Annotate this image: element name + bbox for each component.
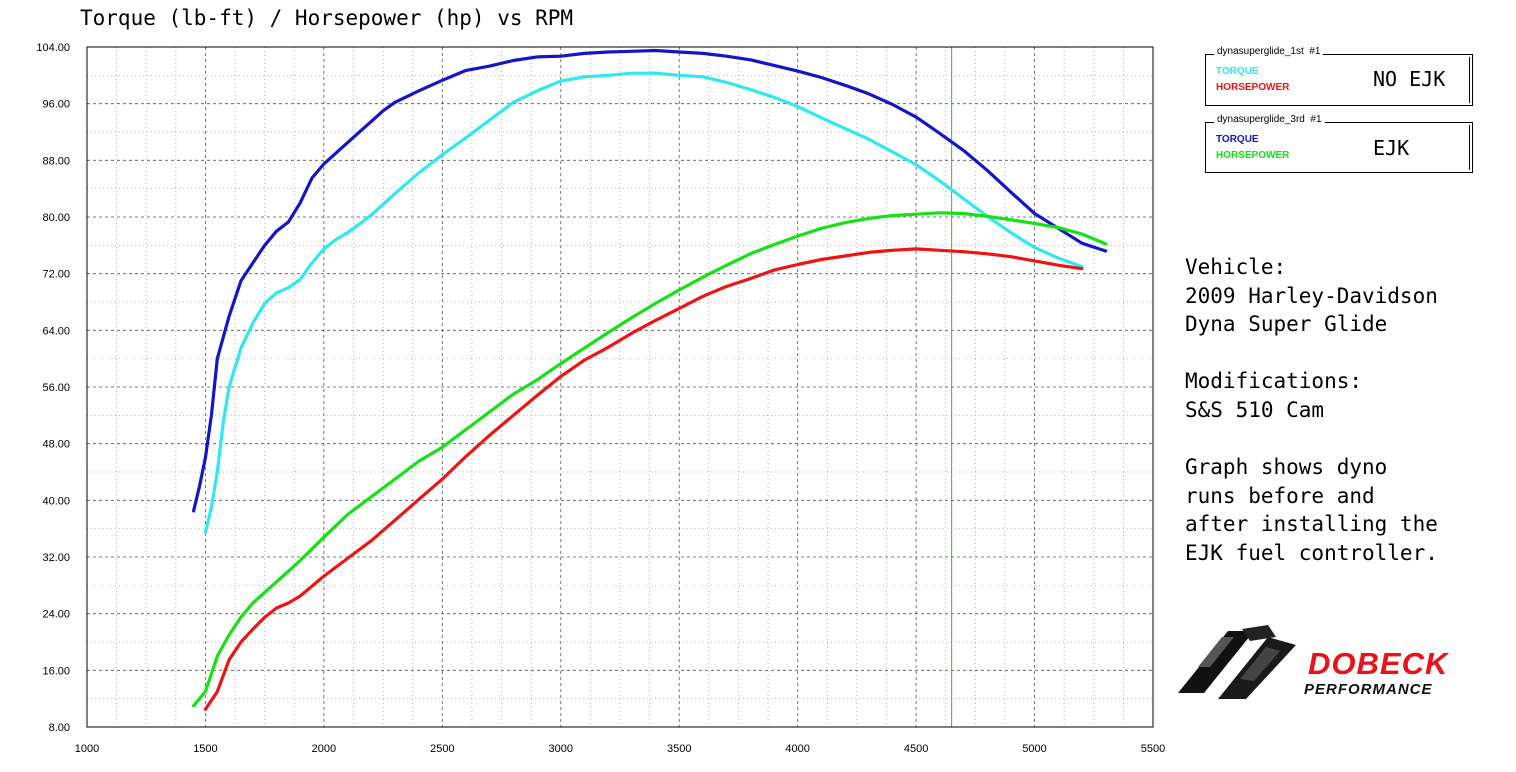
y-tick-label: 8.00 <box>49 722 70 734</box>
description-line: EJK fuel controller. <box>1185 540 1438 565</box>
y-tick-label: 48.00 <box>42 439 70 451</box>
series-lines <box>192 48 1108 711</box>
dynasuperglide-3rd-horsepower-line <box>192 211 1108 708</box>
dynasuperglide-3rd-torque-line <box>192 48 1108 513</box>
legend-run-after: dynasuperglide_3rd #1 TORQUE HORSEPOWER … <box>1205 114 1473 173</box>
legend-run-before: dynasuperglide_1st #1 TORQUE HORSEPOWER … <box>1205 46 1473 106</box>
logo-word-secondary: PERFORMANCE <box>1304 681 1433 698</box>
y-tick-label: 24.00 <box>42 609 70 621</box>
legend-item-torque: TORQUE <box>1216 66 1259 77</box>
x-tick-label: 1500 <box>193 743 217 755</box>
legend-divider <box>1469 125 1470 170</box>
vehicle-notes: Vehicle: 2009 Harley-Davidson Dyna Super… <box>1185 253 1438 568</box>
grid <box>87 47 1153 727</box>
legend-divider <box>1469 57 1470 103</box>
legend-tag: EJK <box>1373 136 1410 160</box>
x-tick-labels: 1000 1500 2000 2500 3000 3500 4000 4500 5000 5500 <box>75 743 1165 755</box>
vehicle-line: Dyna Super Glide <box>1185 312 1388 337</box>
y-tick-label: 96.00 <box>42 99 70 111</box>
legend-caption: dynasuperglide_1st #1 <box>1214 46 1324 57</box>
description-line: after installing the <box>1185 512 1438 537</box>
x-tick-label: 2000 <box>312 743 336 755</box>
dobeck-performance-logo: DOBECK PERFORMANCE <box>1178 625 1450 699</box>
x-tick-label: 2500 <box>430 743 454 755</box>
y-tick-label: 32.00 <box>42 552 70 564</box>
description-line: Graph shows dyno <box>1185 455 1388 480</box>
x-tick-label: 4000 <box>785 743 809 755</box>
dynasuperglide-1st-horsepower-line <box>203 247 1084 711</box>
description-line: runs before and <box>1185 483 1375 508</box>
y-tick-label: 64.00 <box>42 325 70 337</box>
legend-item-horsepower: HORSEPOWER <box>1216 150 1290 161</box>
modification-item: S&S 510 Cam <box>1185 397 1325 422</box>
x-tick-label: 3000 <box>549 743 573 755</box>
y-tick-label: 72.00 <box>42 269 70 281</box>
dynasuperglide-1st-torque-line <box>203 71 1084 534</box>
legend-item-torque: TORQUE <box>1216 134 1259 145</box>
y-tick-label: 88.00 <box>42 155 70 167</box>
modifications-label: Modifications: <box>1185 369 1363 394</box>
dp-mark-icon <box>1178 625 1296 699</box>
y-tick-label: 56.00 <box>42 382 70 394</box>
legend-item-horsepower: HORSEPOWER <box>1216 82 1290 93</box>
logo-word-primary: DOBECK <box>1308 646 1450 681</box>
x-tick-label: 5500 <box>1141 743 1165 755</box>
vehicle-label: Vehicle: <box>1185 255 1287 279</box>
y-tick-label: 16.00 <box>42 665 70 677</box>
plot-frame <box>86 46 1154 728</box>
x-tick-label: 5000 <box>1022 743 1046 755</box>
y-tick-label: 104.00 <box>36 42 70 54</box>
chart-title: Torque (lb-ft) / Horsepower (hp) vs RPM <box>80 6 574 30</box>
legend-caption: dynasuperglide_3rd #1 <box>1214 114 1325 125</box>
y-tick-label: 80.00 <box>42 212 70 224</box>
vehicle-line: 2009 Harley-Davidson <box>1185 283 1438 308</box>
y-tick-label: 40.00 <box>42 495 70 507</box>
legend-tag: NO EJK <box>1373 67 1446 91</box>
y-tick-labels: 8.00 16.00 24.00 32.00 40.00 48.00 56.00 64.00 7… <box>36 42 70 734</box>
dyno-chart: 8.00 16.00 24.00 32.00 40.00 48.00 56.00 64.00 7… <box>36 42 1165 755</box>
x-tick-label: 1000 <box>75 743 99 755</box>
x-tick-label: 3500 <box>667 743 691 755</box>
x-tick-label: 4500 <box>904 743 928 755</box>
